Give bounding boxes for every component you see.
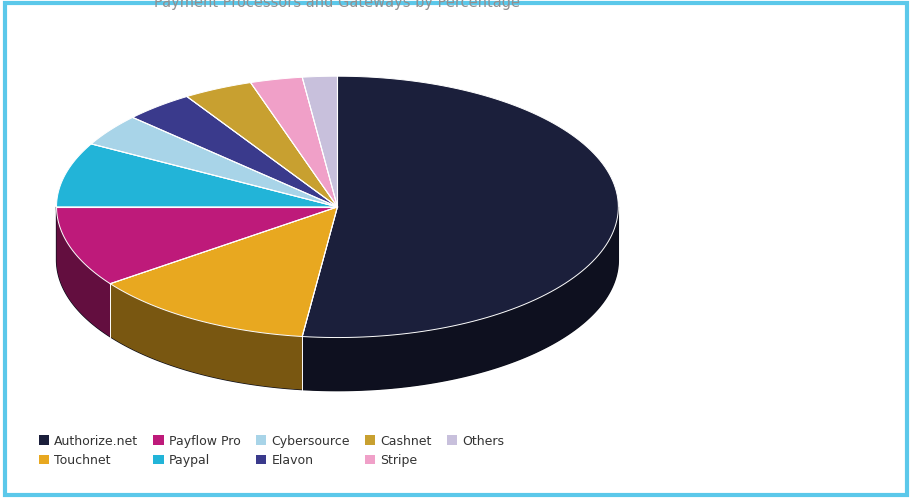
Polygon shape: [56, 207, 337, 284]
Polygon shape: [302, 207, 618, 390]
Polygon shape: [302, 76, 337, 207]
Polygon shape: [91, 118, 337, 207]
Polygon shape: [251, 77, 337, 207]
Polygon shape: [132, 97, 337, 207]
Title: Payment Processors and Gateways by Percentage: Payment Processors and Gateways by Perce…: [154, 0, 520, 9]
Polygon shape: [56, 208, 110, 337]
Polygon shape: [187, 83, 337, 207]
Polygon shape: [110, 207, 337, 337]
Polygon shape: [302, 76, 618, 338]
Polygon shape: [110, 284, 302, 389]
Legend: Authorize.net, Touchnet, Payflow Pro, Paypal, Cybersource, Elavon, Cashnet, Stri: Authorize.net, Touchnet, Payflow Pro, Pa…: [34, 430, 509, 472]
Polygon shape: [56, 144, 337, 207]
Polygon shape: [56, 207, 618, 390]
